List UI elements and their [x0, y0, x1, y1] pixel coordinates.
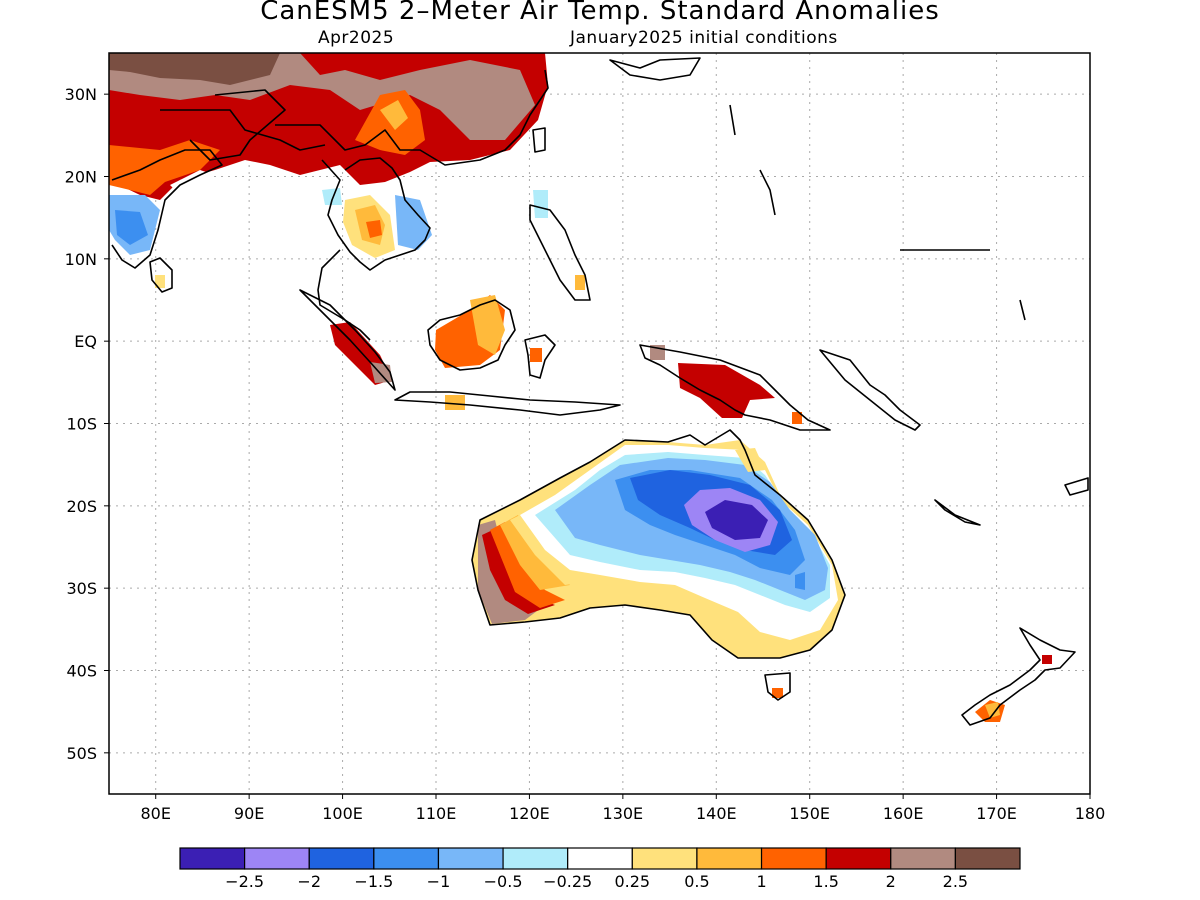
lon-tick-label: 120E	[509, 804, 550, 823]
lat-tick-label: 50S	[66, 744, 97, 763]
colorbar-label: −2.5	[225, 872, 264, 891]
colorbar-label: 1.5	[813, 872, 838, 891]
asia-anomaly	[109, 53, 548, 288]
colorbar-swatch	[890, 847, 956, 870]
anomaly-shading	[109, 53, 1052, 722]
lat-tick-label: 30S	[66, 579, 97, 598]
lon-tick-label: 130E	[603, 804, 644, 823]
lon-tick-label: 140E	[696, 804, 737, 823]
colorbar-swatch	[373, 847, 440, 870]
colorbar-swatch	[954, 847, 1021, 870]
colorbar-swatch	[502, 847, 569, 870]
graticule	[109, 53, 1091, 794]
indochina-anomaly	[322, 188, 585, 290]
colorbar-swatch	[437, 847, 504, 870]
colorbar: −2.5 −2 −1.5 −1 −0.5 −0.25 0.25 0.5 1 1.5 2 2.5	[179, 847, 1021, 891]
colorbar-label: −0.25	[543, 872, 592, 891]
colorbar-label: 1	[756, 872, 766, 891]
lon-tick-label: 180	[1075, 804, 1106, 823]
colorbar-label: −2	[297, 872, 321, 891]
lon-tick-label: 90E	[234, 804, 264, 823]
colorbar-swatch	[760, 847, 827, 870]
lon-tick-label: 150E	[789, 804, 830, 823]
colorbar-label: −1	[427, 872, 451, 891]
colorbar-swatch	[179, 847, 246, 870]
australia-anomaly	[472, 440, 845, 698]
lon-tick-label: 100E	[322, 804, 363, 823]
colorbar-label: −1.5	[354, 872, 393, 891]
colorbar-swatch	[631, 847, 698, 870]
lat-tick-label: 10N	[65, 250, 97, 269]
initial-conditions: January2025 initial conditions	[570, 28, 838, 48]
colorbar-label: −0.5	[484, 872, 523, 891]
axis-ticks: 80E 90E 100E 110E 120E 130E 140E 150E 160E 170E 18…	[65, 85, 1106, 823]
lon-tick-label: 110E	[416, 804, 457, 823]
lat-tick-label: 20S	[66, 497, 97, 516]
map-title: CanESM5 2–Meter Air Temp. Standard Anoma…	[260, 0, 940, 26]
colorbar-swatch	[244, 847, 310, 870]
lat-tick-label: 10S	[66, 415, 97, 434]
forecast-month: Apr2025	[318, 28, 395, 48]
colorbar-swatch	[308, 847, 375, 870]
colorbar-swatch	[567, 847, 633, 870]
colorbar-label: 2.5	[943, 872, 968, 891]
lat-tick-label: EQ	[74, 332, 97, 351]
lat-tick-label: 20N	[65, 168, 97, 187]
lat-tick-label: 40S	[66, 662, 97, 681]
lon-tick-label: 160E	[883, 804, 924, 823]
lon-tick-label: 170E	[976, 804, 1017, 823]
lon-tick-label: 80E	[140, 804, 170, 823]
new-zealand-anomaly	[975, 655, 1052, 722]
colorbar-label: 0.5	[684, 872, 709, 891]
coastlines	[111, 57, 1089, 726]
colorbar-swatch	[825, 847, 892, 870]
lat-tick-label: 30N	[65, 85, 97, 104]
colorbar-label: 2	[886, 872, 896, 891]
colorbar-swatch	[696, 847, 763, 870]
colorbar-label: 0.25	[614, 872, 650, 891]
maritime-anomaly	[330, 295, 802, 424]
